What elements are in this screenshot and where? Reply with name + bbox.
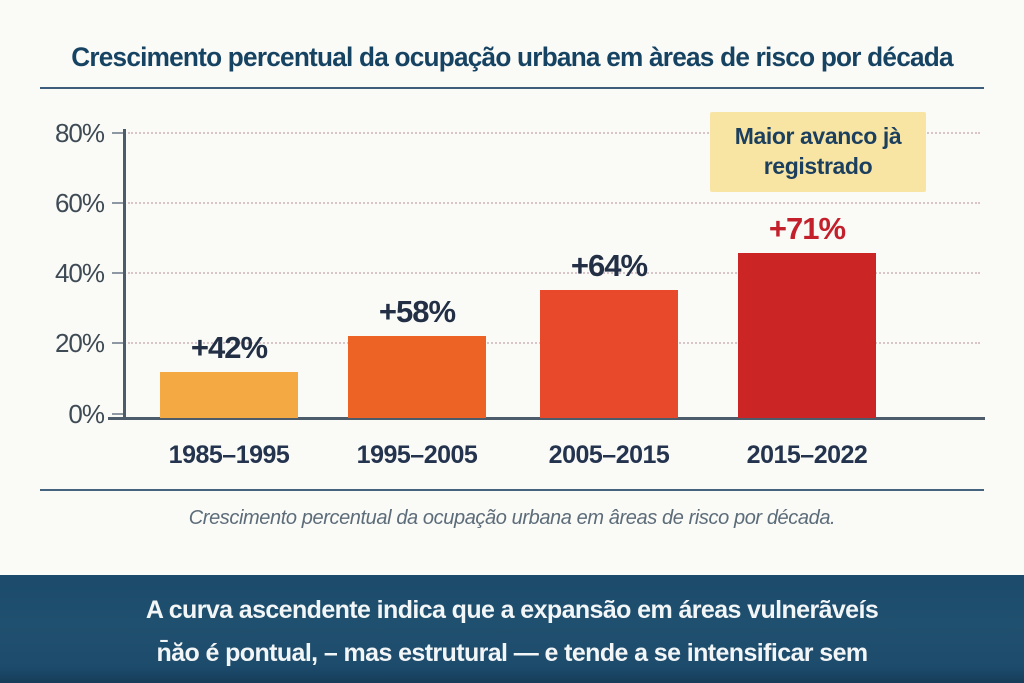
chart-title: Crescimento percentual da ocupação urban… — [71, 42, 953, 72]
y-tick-label: 0% — [68, 399, 105, 429]
y-tick-mark — [112, 272, 124, 274]
bar — [738, 253, 876, 418]
x-tick-label: 1995–2005 — [356, 441, 478, 469]
gridline — [128, 202, 980, 204]
gridline — [128, 132, 980, 134]
y-tick-mark — [112, 132, 124, 134]
bar — [160, 372, 298, 418]
annotation-callout: Maior avanco jà registrado — [710, 112, 926, 192]
x-axis-line — [108, 417, 985, 420]
banner-line2: n̄ăo é pontual, – mas estrutural — e ten… — [156, 639, 868, 667]
title-divider — [40, 87, 984, 89]
y-tick-label: 40% — [54, 258, 105, 288]
banner-line1: A curva ascendente indica que a expansão… — [145, 596, 879, 624]
y-tick-mark — [112, 413, 124, 415]
y-tick-label: 80% — [54, 118, 105, 148]
chart-caption: Crescimento percentual da ocupação urban… — [188, 507, 836, 529]
bar-value-label: +58% — [378, 294, 456, 329]
y-tick-label: 20% — [54, 328, 105, 358]
x-tick-label: 2005–2015 — [548, 441, 670, 469]
bar — [348, 336, 486, 418]
gridline — [128, 272, 980, 274]
bar-value-label: +42% — [190, 330, 268, 365]
y-tick-mark — [112, 202, 124, 204]
annotation-line2: registrado — [763, 153, 873, 180]
annotation-line1: Maior avanco jà — [734, 123, 902, 149]
y-tick-label: 60% — [54, 188, 105, 218]
x-tick-label: 2015–2022 — [746, 441, 868, 469]
bar-value-label: +64% — [570, 248, 648, 283]
bar — [540, 290, 678, 418]
bar-value-label: +71% — [768, 211, 846, 246]
x-tick-label: 1985–1995 — [168, 441, 290, 469]
footer-banner: A curva ascendente indica que a expansão… — [0, 575, 1024, 683]
y-axis-line — [123, 129, 126, 420]
y-tick-mark — [112, 342, 124, 344]
chart-divider — [40, 489, 984, 491]
